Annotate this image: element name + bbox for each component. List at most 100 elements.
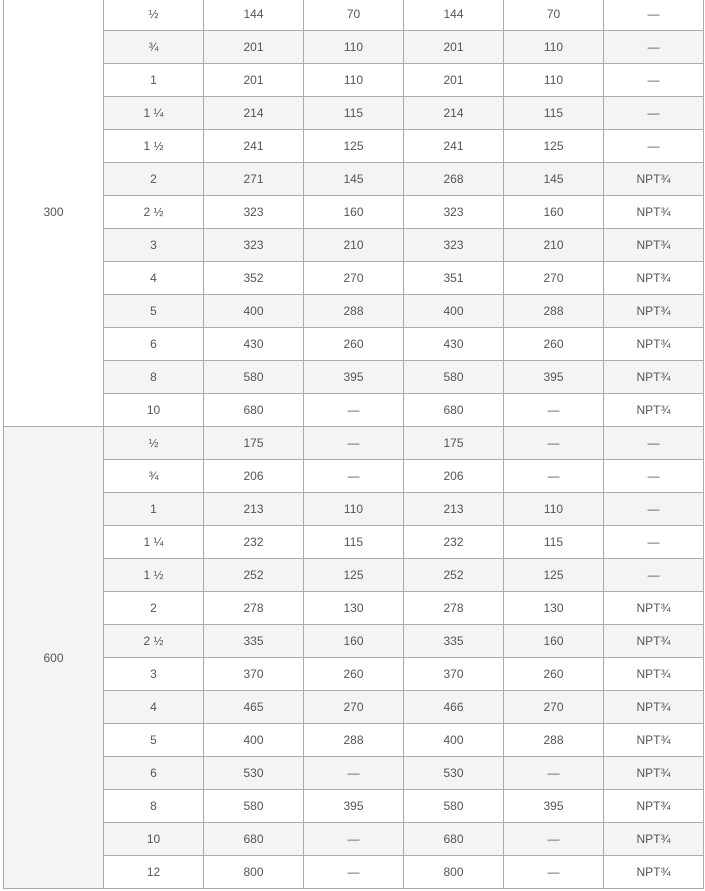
value-cell: — <box>503 459 604 493</box>
value-cell: 125 <box>303 558 404 592</box>
table-row: 3 370 260 370 260 NPT¾ <box>4 657 704 691</box>
value-cell: 288 <box>303 294 404 328</box>
value-cell: 278 <box>403 591 504 625</box>
value-cell: 466 <box>403 690 504 724</box>
size-cell: 2 ½ <box>103 195 204 229</box>
value-cell: 370 <box>203 657 304 691</box>
size-cell: 1 ½ <box>103 129 204 163</box>
value-cell: 288 <box>303 723 404 757</box>
value-cell: 270 <box>303 261 404 295</box>
value-cell: NPT¾ <box>603 327 704 361</box>
size-cell: 8 <box>103 360 204 394</box>
table-row: 12 800—800— NPT¾ <box>4 855 704 889</box>
table-row: 5 400 288 400 288 NPT¾ <box>4 723 704 757</box>
table-row: ¾ 201 110 201 110— <box>4 30 704 64</box>
value-cell: 270 <box>303 690 404 724</box>
value-cell: 201 <box>403 30 504 64</box>
table-row: 1 ¼ 214 115 214 115— <box>4 96 704 130</box>
value-cell: 800 <box>403 855 504 889</box>
table-row: 10 680—680— NPT¾ <box>4 393 704 427</box>
value-cell: 206 <box>203 459 304 493</box>
value-cell: NPT¾ <box>603 162 704 196</box>
value-cell: 430 <box>203 327 304 361</box>
value-cell: — <box>503 393 604 427</box>
table-row: 6 430 260 430 260 NPT¾ <box>4 327 704 361</box>
value-cell: 680 <box>203 822 304 856</box>
value-cell: — <box>503 855 604 889</box>
table-row: 4 352 270 351 270 NPT¾ <box>4 261 704 295</box>
table-row: 1 ½ 252 125 252 125— <box>4 558 704 592</box>
value-cell: 144 <box>403 0 504 31</box>
size-cell: 4 <box>103 690 204 724</box>
value-cell: 110 <box>503 30 604 64</box>
value-cell: 175 <box>403 426 504 460</box>
size-cell: 2 <box>103 591 204 625</box>
value-cell: — <box>603 0 704 31</box>
size-cell: 6 <box>103 327 204 361</box>
value-cell: 160 <box>503 624 604 658</box>
table-row: 2 278 130 278 130 NPT¾ <box>4 591 704 625</box>
value-cell: NPT¾ <box>603 855 704 889</box>
dimensions-table: 300 ½ 144 70 144 70— ¾ 201 110 201 110—1 201 110 201 1… <box>3 0 704 889</box>
value-cell: 580 <box>203 360 304 394</box>
value-cell: 680 <box>403 822 504 856</box>
value-cell: NPT¾ <box>603 822 704 856</box>
value-cell: 201 <box>403 63 504 97</box>
value-cell: — <box>303 822 404 856</box>
value-cell: 270 <box>503 261 604 295</box>
size-cell: ½ <box>103 426 204 460</box>
value-cell: 580 <box>203 789 304 823</box>
value-cell: 278 <box>203 591 304 625</box>
value-cell: 70 <box>503 0 604 31</box>
value-cell: NPT¾ <box>603 690 704 724</box>
value-cell: 110 <box>303 30 404 64</box>
value-cell: 115 <box>503 96 604 130</box>
value-cell: 400 <box>203 723 304 757</box>
size-cell: 1 <box>103 63 204 97</box>
value-cell: NPT¾ <box>603 195 704 229</box>
size-cell: 1 ½ <box>103 558 204 592</box>
value-cell: 201 <box>203 30 304 64</box>
value-cell: 110 <box>503 63 604 97</box>
value-cell: — <box>303 756 404 790</box>
value-cell: — <box>603 426 704 460</box>
value-cell: 530 <box>203 756 304 790</box>
value-cell: 580 <box>403 360 504 394</box>
value-cell: 130 <box>503 591 604 625</box>
value-cell: 125 <box>503 558 604 592</box>
value-cell: 430 <box>403 327 504 361</box>
value-cell: 530 <box>403 756 504 790</box>
value-cell: — <box>303 459 404 493</box>
value-cell: 400 <box>403 294 504 328</box>
value-cell: 213 <box>403 492 504 526</box>
table-row: 1 201 110 201 110— <box>4 63 704 97</box>
pressure-class-cell: 600 <box>3 426 104 889</box>
table-row: 2 ½ 323 160 323 160 NPT¾ <box>4 195 704 229</box>
value-cell: 125 <box>503 129 604 163</box>
value-cell: 70 <box>303 0 404 31</box>
value-cell: NPT¾ <box>603 261 704 295</box>
table-row: 1 ½ 241 125 241 125— <box>4 129 704 163</box>
value-cell: NPT¾ <box>603 657 704 691</box>
value-cell: 288 <box>503 294 604 328</box>
value-cell: NPT¾ <box>603 393 704 427</box>
value-cell: 260 <box>303 657 404 691</box>
value-cell: — <box>303 855 404 889</box>
value-cell: 800 <box>203 855 304 889</box>
value-cell: 110 <box>303 63 404 97</box>
size-cell: 1 ¼ <box>103 96 204 130</box>
value-cell: 370 <box>403 657 504 691</box>
value-cell: 270 <box>503 690 604 724</box>
value-cell: — <box>603 63 704 97</box>
value-cell: NPT¾ <box>603 756 704 790</box>
table-row: 4 465 270 466 270 NPT¾ <box>4 690 704 724</box>
value-cell: 288 <box>503 723 604 757</box>
value-cell: — <box>603 558 704 592</box>
value-cell: 400 <box>403 723 504 757</box>
size-cell: 1 ¼ <box>103 525 204 559</box>
value-cell: NPT¾ <box>603 228 704 262</box>
value-cell: 175 <box>203 426 304 460</box>
value-cell: — <box>603 129 704 163</box>
value-cell: 130 <box>303 591 404 625</box>
value-cell: NPT¾ <box>603 723 704 757</box>
